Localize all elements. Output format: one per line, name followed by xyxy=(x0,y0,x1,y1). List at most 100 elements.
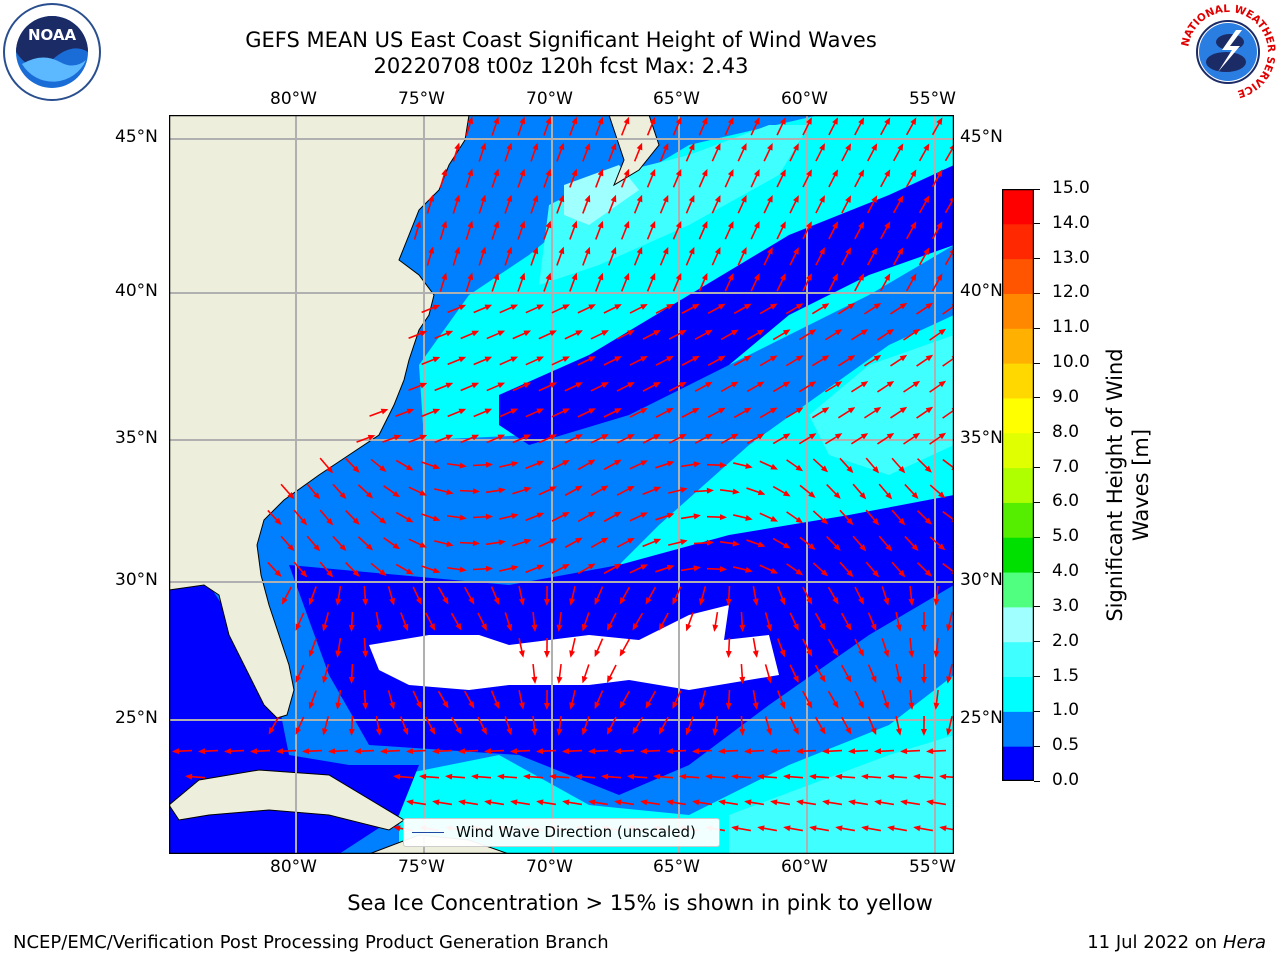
wave-direction-arrowhead xyxy=(481,623,487,631)
wave-direction-arrowhead xyxy=(484,356,493,363)
wave-direction-arrowhead xyxy=(445,330,454,337)
lon-label-top-70w: 70°W xyxy=(526,89,573,109)
wave-direction-arrowhead xyxy=(699,702,705,710)
wave-direction-arrowhead xyxy=(870,675,877,684)
wave-direction-arrowhead xyxy=(666,460,675,467)
colorbar-tick-mark xyxy=(1034,397,1040,399)
wave-direction-arrowhead xyxy=(898,518,906,526)
wave-direction-arrowhead xyxy=(910,221,917,229)
wave-direction-arrowhead xyxy=(415,597,422,605)
map-frame xyxy=(169,115,954,854)
wave-direction-arrowhead xyxy=(597,220,604,229)
footer-date: 11 Jul 2022 on Hera xyxy=(1087,932,1266,953)
wave-direction-arrowhead xyxy=(756,329,765,336)
wave-direction-arrowhead xyxy=(658,727,665,735)
wave-direction-arrowhead xyxy=(250,748,258,755)
wave-direction-arrowhead xyxy=(701,220,708,229)
colorbar-segment xyxy=(1002,258,1034,294)
wave-direction-arrowhead xyxy=(562,563,570,570)
wave-direction-arrowhead xyxy=(419,434,428,441)
wave-direction-arrowhead xyxy=(766,728,772,736)
wave-direction-arrowhead xyxy=(446,489,454,495)
wave-direction-arrowhead xyxy=(858,273,865,281)
wave-direction-arrowhead xyxy=(693,461,701,468)
wave-direction-arrowhead xyxy=(379,569,387,576)
wave-direction-arrowhead xyxy=(556,728,563,736)
wave-direction-arrowhead xyxy=(858,701,864,709)
wave-direction-arrowhead xyxy=(632,726,639,735)
colorbar-tick-mark xyxy=(1034,536,1040,538)
wave-direction-arrowhead xyxy=(458,408,467,415)
colorbar-segment xyxy=(1002,537,1034,573)
wave-direction-arrowhead xyxy=(861,773,869,780)
wave-direction-arrowhead xyxy=(523,538,532,545)
wave-direction-arrowhead xyxy=(518,702,525,710)
wave-direction-arrowhead xyxy=(614,356,622,362)
wave-direction-arrowhead xyxy=(672,597,679,606)
wave-direction-arrow xyxy=(942,562,954,574)
wave-direction-arrowhead xyxy=(607,675,613,683)
wave-direction-arrowhead xyxy=(666,799,674,806)
wave-direction-arrowhead xyxy=(845,143,852,151)
wave-direction-arrowhead xyxy=(845,623,852,631)
wave-direction-arrowhead xyxy=(793,195,799,203)
colorbar-tick-mark xyxy=(1034,710,1040,712)
wave-direction-arrowhead xyxy=(459,566,467,573)
wave-direction-arrowhead xyxy=(365,543,374,551)
wave-direction-arrowhead xyxy=(732,488,740,495)
wave-direction-arrowhead xyxy=(588,748,596,755)
wave-direction-arrowhead xyxy=(923,247,930,255)
wave-direction-arrowhead xyxy=(326,570,334,578)
wave-direction-arrowhead xyxy=(594,597,601,606)
wave-direction-arrowhead xyxy=(506,246,513,255)
wave-direction-arrowhead xyxy=(731,381,739,388)
wave-direction-arrowhead xyxy=(607,623,613,631)
wave-direction-arrowhead xyxy=(924,569,932,577)
wave-direction-arrowhead xyxy=(658,623,665,631)
lat-label-right-35n: 35°N xyxy=(960,428,1003,448)
wave-direction-arrowhead xyxy=(506,727,513,736)
wave-direction-arrowhead xyxy=(766,143,773,151)
wave-direction-arrowhead xyxy=(706,539,714,546)
wave-direction-arrowhead xyxy=(393,773,401,780)
colorbar-segment xyxy=(1002,432,1034,469)
lon-label-bottom-75w: 75°W xyxy=(398,857,445,877)
wave-direction-arrowhead xyxy=(886,380,895,388)
wave-direction-arrowhead xyxy=(335,598,342,606)
wave-direction-arrowhead xyxy=(510,408,519,415)
wave-direction-arrowhead xyxy=(600,485,609,492)
wave-direction-arrowhead xyxy=(662,246,669,255)
wave-direction-arrowhead xyxy=(562,748,570,755)
wave-direction-arrowhead xyxy=(913,773,921,780)
wave-direction-arrowhead xyxy=(770,748,778,755)
wave-direction-arrowhead xyxy=(185,773,193,780)
colorbar-segment xyxy=(1002,223,1034,260)
wave-direction-arrowhead xyxy=(806,221,812,229)
wave-direction-arrowhead xyxy=(820,517,829,525)
wave-direction-arrowhead xyxy=(908,650,915,658)
wave-direction-arrowhead xyxy=(454,246,461,255)
wave-direction-arrowhead xyxy=(858,117,865,125)
wave-direction-arrowhead xyxy=(845,195,852,203)
wave-direction-arrowhead xyxy=(727,116,734,125)
wave-direction-arrowhead xyxy=(924,517,932,525)
wave-direction-arrowhead xyxy=(701,168,708,177)
wave-direction-arrowhead xyxy=(532,194,539,203)
wave-direction-arrowhead xyxy=(308,597,315,606)
wave-direction-arrowhead xyxy=(458,356,467,363)
wave-direction-arrowhead xyxy=(510,748,518,755)
wave-direction-arrowhead xyxy=(939,773,947,780)
wave-direction-arrowhead xyxy=(938,328,947,336)
wave-direction-arrowhead xyxy=(498,487,506,494)
wave-direction-arrowhead xyxy=(806,649,813,657)
wave-direction-arrowhead xyxy=(405,516,414,523)
wave-direction-arrowhead xyxy=(419,773,427,780)
wave-direction-arrowhead xyxy=(688,142,695,151)
colorbar-tick-label: 1.5 xyxy=(1052,665,1080,686)
lat-label-right-40n: 40°N xyxy=(960,281,1003,301)
wave-direction-arrowhead xyxy=(819,195,825,203)
wave-direction-arrowhead xyxy=(432,356,441,363)
wave-direction-arrowhead xyxy=(549,330,557,337)
wave-direction-arrowhead xyxy=(793,247,799,255)
wave-direction-arrowhead xyxy=(783,825,791,832)
